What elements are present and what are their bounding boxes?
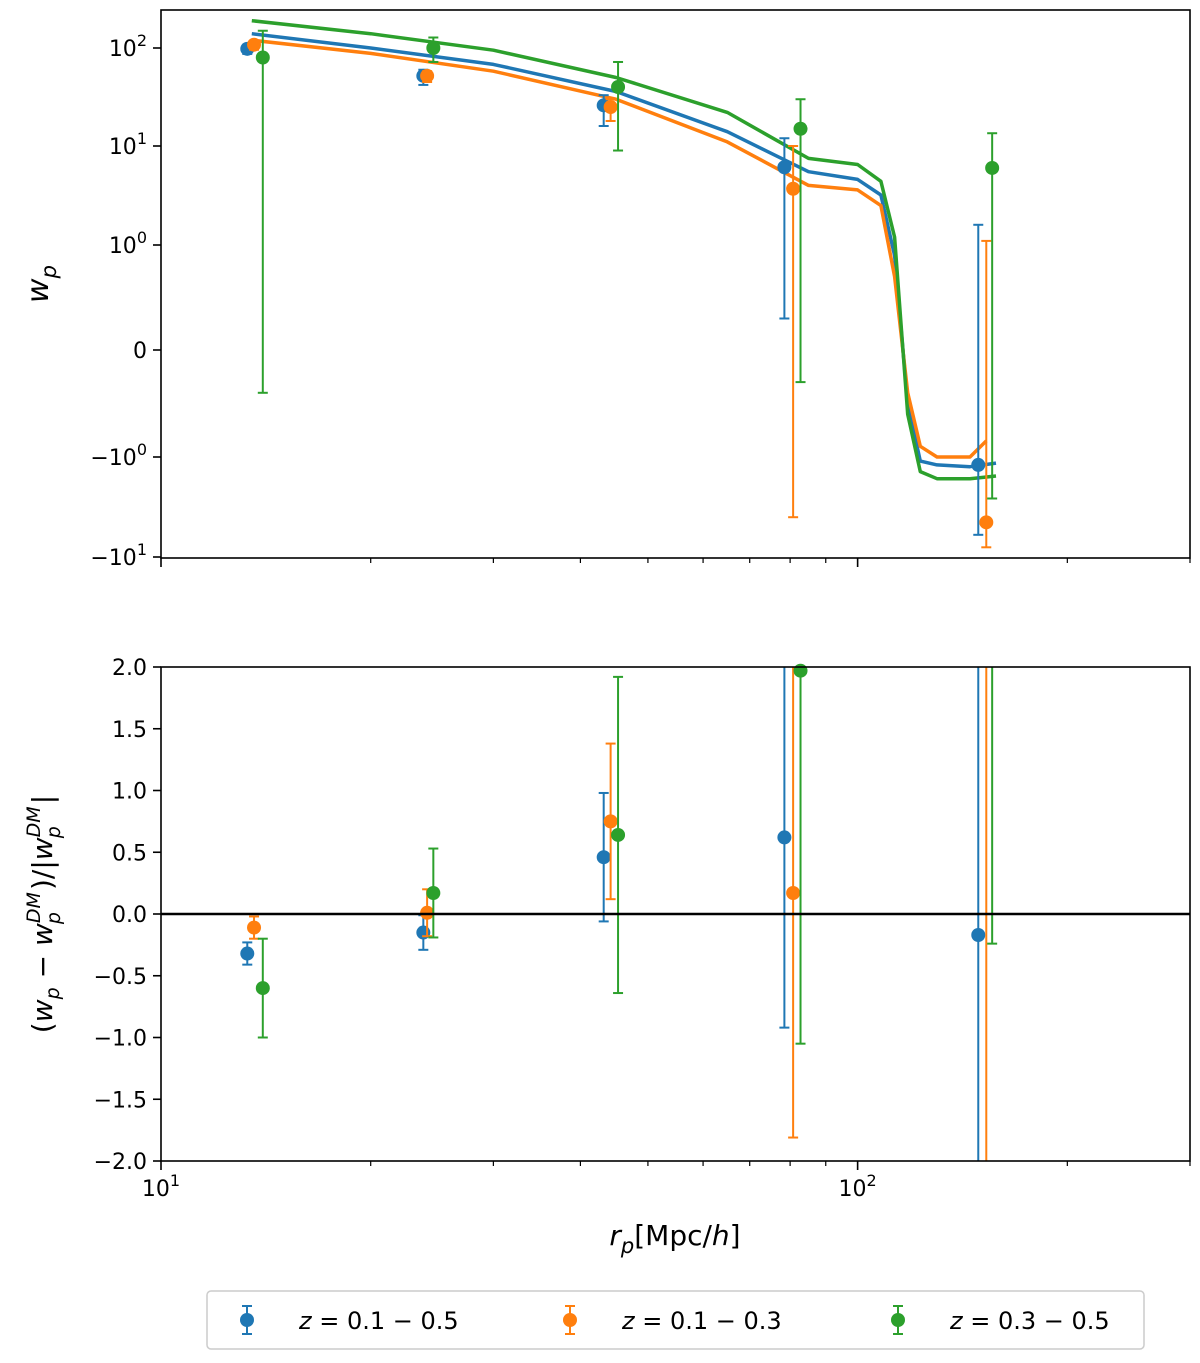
bottom-data-point-2 <box>793 663 808 678</box>
legend-item-1: z = 0.1 − 0.3 <box>563 1305 782 1335</box>
legend: z = 0.1 − 0.5 z = 0.1 − 0.3 z = 0.3 − 0.5 <box>206 1290 1145 1350</box>
bottom-data-point-0 <box>971 927 986 942</box>
bottom-data-point-0 <box>416 925 431 940</box>
bottom-y-tick-label: −1.0 <box>94 1027 147 1052</box>
bottom-data-point-0 <box>596 850 611 865</box>
top-y-tick-label: 100 <box>109 228 147 259</box>
bottom-y-ticks: 2.0 1.5 1.0 0.5 0.0 −0.5 −1.0 −1.5 −2.0 <box>94 656 161 1175</box>
legend-marker-icon <box>240 1313 254 1327</box>
legend-marker-icon <box>891 1313 905 1327</box>
top-y-tick-label: 101 <box>109 129 147 160</box>
top-data-point-1 <box>420 68 435 83</box>
bottom-y-tick-label: −2.0 <box>94 1150 147 1175</box>
bottom-data-point-1 <box>786 886 801 901</box>
top-data-point-2 <box>793 121 808 136</box>
top-data-point-0 <box>971 457 986 472</box>
bottom-y-tick-label: 0.5 <box>112 841 147 866</box>
bottom-y-tick-label: 1.5 <box>112 718 147 743</box>
top-data-point-2 <box>255 50 270 65</box>
top-y-axis-label: wp <box>21 265 61 303</box>
top-y-tick-label: −100 <box>90 440 147 471</box>
bottom-x-axis-label: rp[Mpc/h] <box>609 1219 740 1258</box>
x-label-r: r <box>609 1219 622 1252</box>
bottom-y-tick-label: 0.0 <box>112 903 147 928</box>
top-data-point-2 <box>611 79 626 94</box>
bottom-y-tick-label: −1.5 <box>94 1088 147 1113</box>
top-model-line-2 <box>251 18 997 481</box>
bottom-y-tick-label: 2.0 <box>112 656 147 681</box>
legend-label: z = 0.1 − 0.3 <box>621 1307 782 1335</box>
top-panel: 102 101 100 0 −100 −101 wp <box>21 9 1191 571</box>
top-data-point-1 <box>247 37 262 52</box>
top-y-tick-label: 0 <box>133 339 147 364</box>
top-data-point-1 <box>786 181 801 196</box>
bottom-x-ticks: 101 102 <box>142 1161 1191 1202</box>
bottom-y-tick-label: 1.0 <box>112 780 147 805</box>
bottom-y-axis-label: (wp − wDMp)/|wDMp| <box>23 795 65 1033</box>
top-data-point-2 <box>426 41 441 55</box>
legend-label: z = 0.3 − 0.5 <box>949 1307 1110 1335</box>
top-model-line-0 <box>251 31 997 469</box>
legend-item-0: z = 0.1 − 0.5 <box>240 1305 459 1335</box>
x-label-close: ] <box>730 1219 741 1252</box>
bottom-data-point-2 <box>255 981 270 996</box>
bottom-series-group <box>240 663 998 1161</box>
bottom-y-tick-label: −0.5 <box>94 965 147 990</box>
bottom-data-point-2 <box>426 886 441 901</box>
bottom-x-tick-label: 101 <box>142 1171 180 1202</box>
top-axes-frame <box>160 9 1191 559</box>
legend-label: z = 0.1 − 0.5 <box>298 1307 459 1335</box>
bottom-data-point-0 <box>777 830 792 845</box>
top-series-group <box>240 18 1000 549</box>
legend-marker-icon <box>563 1313 577 1327</box>
x-label-h: h <box>712 1219 730 1252</box>
bottom-panel: 2.0 1.5 1.0 0.5 0.0 −0.5 −1.0 −1.5 −2.0 101 102 (… <box>23 656 1191 1258</box>
top-data-point-1 <box>603 100 618 115</box>
top-y-ticks: 102 101 100 0 −100 −101 <box>90 31 161 571</box>
top-data-point-2 <box>985 160 1000 175</box>
bottom-x-tick-label: 102 <box>839 1171 877 1202</box>
top-model-line-1 <box>251 38 988 459</box>
bottom-data-point-0 <box>240 946 255 961</box>
top-data-point-0 <box>777 160 792 175</box>
legend-item-2: z = 0.3 − 0.5 <box>891 1305 1110 1335</box>
legend-frame <box>206 1290 1145 1350</box>
bottom-data-point-2 <box>611 827 626 842</box>
top-x-ticks <box>160 558 1191 567</box>
bottom-data-point-1 <box>247 920 262 935</box>
x-label-unit: [Mpc/ <box>634 1219 712 1252</box>
top-y-tick-label: 102 <box>109 31 147 62</box>
x-label-p: p <box>620 1234 634 1258</box>
top-y-tick-label: −101 <box>90 540 147 571</box>
top-data-point-1 <box>979 515 994 530</box>
bottom-data-point-1 <box>603 814 618 829</box>
